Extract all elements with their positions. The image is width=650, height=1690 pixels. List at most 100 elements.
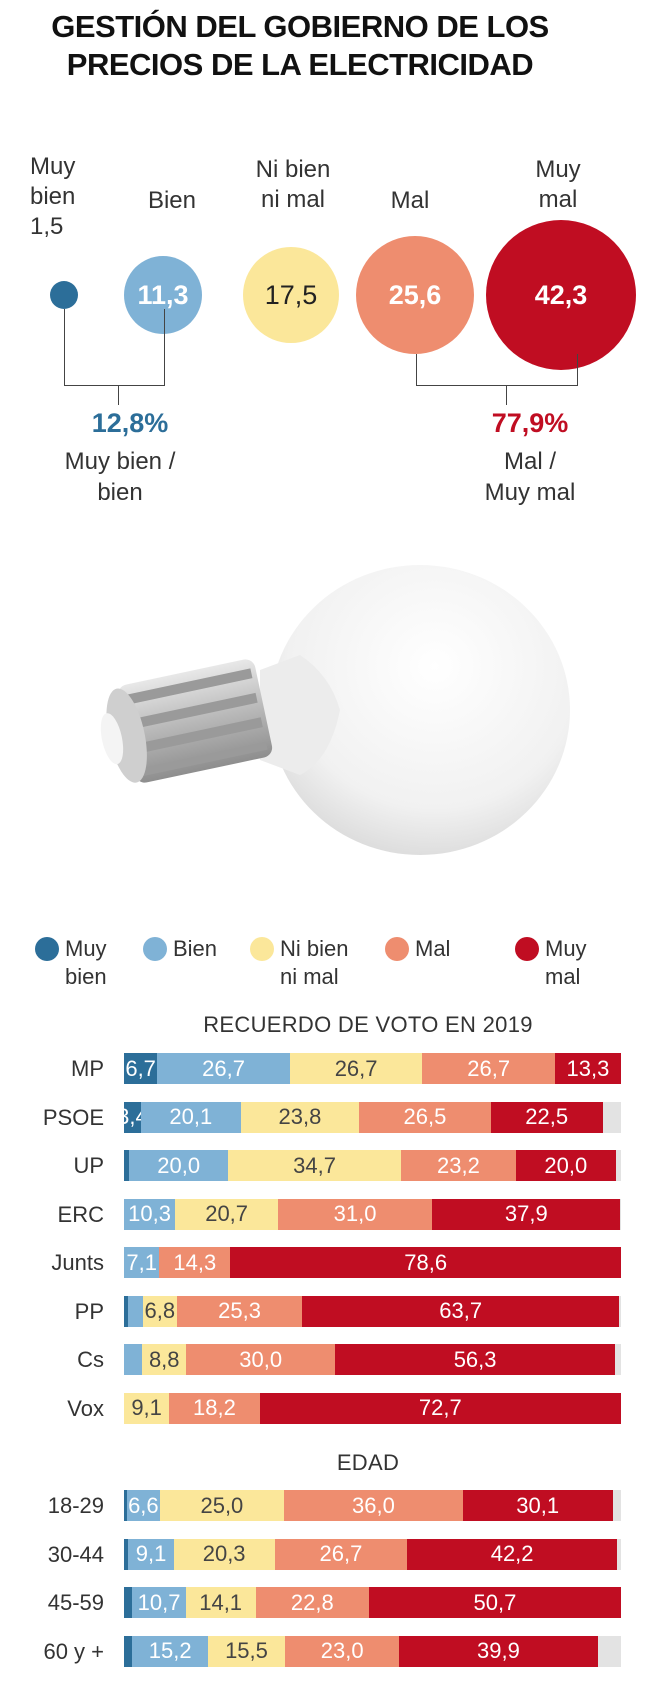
voto-bar-segment-mal: 14,3 <box>159 1247 231 1278</box>
voto-data-label: 20,1 <box>169 1104 213 1129</box>
bubble-ni-bien-ni-mal: 17,5 <box>243 247 339 343</box>
voto-bar-segment-ni-bien-ni-mal: 8,8 <box>142 1344 187 1375</box>
edad-bar-segment-mal: 36,0 <box>284 1490 463 1521</box>
voto-bar-segment-ni-bien-ni-mal: 34,7 <box>228 1150 401 1181</box>
edad-data-label: 9,1 <box>135 1541 167 1566</box>
voto-row-label: PSOE <box>42 1104 104 1130</box>
bubble-muy-mal-value: 42,3 <box>534 279 588 310</box>
voto-bar-segment-muy-mal: 72,7 <box>259 1392 621 1424</box>
voto-bar-segment-bien: 26,7 <box>157 1053 290 1084</box>
edad-bar-segment-mal: 22,8 <box>255 1587 369 1618</box>
voto-bar-segment-mal: 26,7 <box>422 1053 555 1084</box>
edad-row-60-y-: 60 y + 15,2 15,5 23,0 39,9 <box>0 1635 640 1667</box>
edad-bar-segment-muy-mal: 30,1 <box>462 1490 613 1521</box>
legend-dot-muy-bien <box>35 937 59 961</box>
edad-data-label: 30,1 <box>516 1492 560 1518</box>
voto-data-label: 26,7 <box>467 1055 511 1081</box>
edad-row-label: 60 y + <box>43 1638 104 1664</box>
edad-bar-segment-bien: 10,7 <box>132 1587 186 1618</box>
voto-bar-segment-ns-nc <box>615 1344 621 1375</box>
voto-data-label: 6,8 <box>144 1298 176 1323</box>
voto-row-label: Cs <box>77 1347 104 1372</box>
edad-row-label: 18-29 <box>47 1493 104 1518</box>
voto-bar-segment-muy-bien <box>124 1295 128 1327</box>
voto-data-label: 26,5 <box>403 1104 447 1129</box>
edad-stacked-bar: 10,7 14,1 22,8 50,7 <box>124 1587 621 1618</box>
edad-data-label: 14,1 <box>199 1589 243 1615</box>
edad-bar-segment-ni-bien-ni-mal: 15,5 <box>207 1635 285 1667</box>
voto-bar-segment-ns-nc <box>615 1150 621 1181</box>
voto-row-label: UP <box>73 1153 104 1178</box>
edad-data-label: 15,5 <box>225 1638 268 1663</box>
voto-bar-segment-ni-bien-ni-mal: 26,7 <box>289 1053 423 1084</box>
edad-row-label: 30-44 <box>47 1541 104 1567</box>
legend-dot-mal <box>385 937 409 961</box>
voto-data-label: 72,7 <box>418 1395 462 1420</box>
label-muy-mal: Muy mal <box>535 156 581 213</box>
legend-dot-bien <box>143 937 167 961</box>
voto-data-label: 20,0 <box>544 1152 588 1178</box>
voto-bar-segment-muy-mal: 20,0 <box>516 1150 616 1181</box>
voto-data-label: 7,1 <box>126 1249 157 1275</box>
voto-bar-segment-ni-bien-ni-mal: 20,7 <box>175 1198 279 1230</box>
voto-stacked-bar: 8,8 30,0 56,3 <box>124 1344 621 1375</box>
voto-stacked-bar: 9,1 18,2 72,7 <box>124 1392 621 1424</box>
voto-row-label: Junts <box>51 1250 104 1275</box>
voto-data-label: 34,7 <box>293 1152 336 1178</box>
voto-data-label: 56,3 <box>453 1346 497 1372</box>
edad-bar-segment-muy-bien <box>124 1587 133 1618</box>
voto-row-label: Vox <box>67 1395 104 1421</box>
voto-bar-segment-muy-mal: 56,3 <box>335 1344 615 1375</box>
edad-bar-segment-muy-mal: 42,2 <box>407 1538 617 1570</box>
edad-data-label: 23,0 <box>320 1638 364 1663</box>
voto-bar-segment-ns-nc <box>618 1295 621 1327</box>
legend-item-muy-mal: Muy mal <box>515 935 587 991</box>
label-mal: Mal <box>390 187 430 214</box>
voto-data-label: 20,7 <box>205 1201 249 1226</box>
edad-data-label: 15,2 <box>148 1638 192 1663</box>
voto-data-label: 14,3 <box>173 1249 217 1275</box>
section-title-edad: EDAD <box>336 1450 400 1475</box>
edad-stacked-bar: 9,1 20,3 26,7 42,2 <box>124 1538 621 1570</box>
bubble-muy-mal: 42,3 <box>486 220 636 370</box>
edad-bar-segment-bien: 6,6 <box>126 1490 160 1521</box>
legend-item-ni-bien-ni-mal: Ni bien ni mal <box>250 935 348 991</box>
edad-bar-segment-mal: 23,0 <box>285 1635 400 1667</box>
voto-data-label: 63,7 <box>439 1298 483 1323</box>
edad-bar-segment-muy-bien <box>124 1490 127 1521</box>
voto-row-cs: Cs 8,8 30,0 56,3 <box>0 1344 640 1375</box>
voto-bar-segment-mal: 30,0 <box>186 1344 336 1375</box>
voto-row-pp: PP 6,8 25,3 63,7 <box>0 1295 640 1327</box>
title-line-2: PRECIOS DE LA ELECTRICIDAD <box>66 47 534 82</box>
bubble-mal-value: 25,6 <box>388 279 442 310</box>
voto-bar-segment-muy-mal: 13,3 <box>554 1053 621 1084</box>
voto-bar-segment-muy-bien: 3,4 <box>117 1101 148 1133</box>
voto-stacked-bar: 7,1 14,3 78,6 <box>124 1247 621 1278</box>
edad-bar-segment-muy-bien <box>124 1538 129 1570</box>
voto-bar-segment-ns-nc <box>602 1101 621 1133</box>
voto-row-junts: Junts 7,1 14,3 78,6 <box>0 1247 640 1278</box>
voto-bar-segment-bien: 7,1 <box>124 1247 160 1278</box>
edad-bar-segment-muy-bien <box>124 1635 133 1667</box>
bubble-mal: 25,6 <box>356 236 474 354</box>
label-ni-bien-ni-mal: Ni bien ni mal <box>255 156 331 213</box>
voto-stacked-bar: 6,8 25,3 63,7 <box>124 1295 621 1327</box>
edad-stacked-bar: 15,2 15,5 23,0 39,9 <box>124 1635 621 1667</box>
section-title-voto: RECUERDO DE VOTO EN 2019 <box>203 1012 533 1037</box>
voto-data-label: 18,2 <box>193 1395 236 1420</box>
edad-data-label: 50,7 <box>473 1589 517 1615</box>
edad-row-18-29: 18-29 6,6 25,0 36,0 30,1 <box>0 1490 640 1521</box>
voto-bar-segment-mal: 31,0 <box>278 1198 433 1230</box>
voto-data-label: 23,2 <box>437 1152 480 1178</box>
legend-label-mal: Mal <box>415 936 451 961</box>
voto-data-label: 20,0 <box>157 1152 201 1178</box>
label-muy-bien: Muy bien 1,5 <box>30 153 76 240</box>
edad-data-label: 39,9 <box>477 1638 520 1663</box>
voto-bar-segment-mal: 26,5 <box>359 1101 491 1133</box>
voto-data-label: 78,6 <box>404 1249 448 1275</box>
voto-bar-segment-bien: 20,0 <box>128 1150 229 1181</box>
stem-negative <box>506 385 507 405</box>
voto-data-label: 31,0 <box>333 1201 377 1226</box>
connector-positive <box>64 309 165 386</box>
stem-positive <box>118 385 119 405</box>
